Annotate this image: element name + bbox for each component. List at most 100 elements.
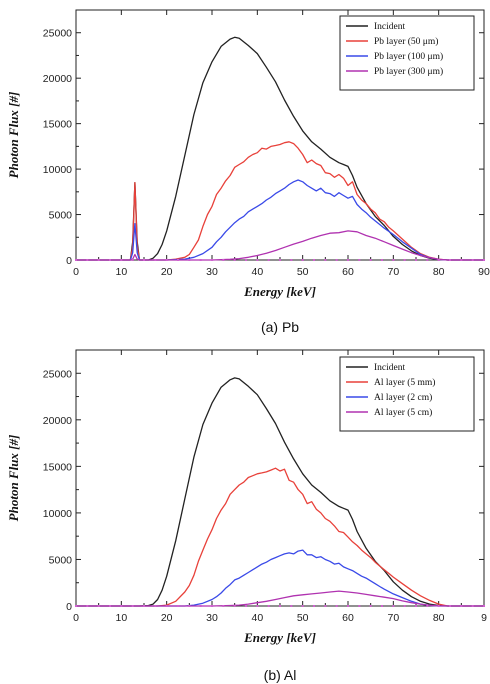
baseline-marker — [483, 605, 485, 607]
x-axis-title: Energy [keV] — [243, 284, 316, 299]
x-tick-label: 70 — [387, 612, 399, 624]
baseline-marker — [471, 605, 474, 607]
legend-label-3: Al layer (5 cm) — [374, 407, 432, 418]
baseline-marker — [165, 259, 168, 261]
legend-label-0: Incident — [374, 22, 405, 32]
legend-box — [339, 356, 475, 432]
y-tick-label: 15000 — [43, 119, 72, 131]
y-tick-label: 10000 — [43, 508, 72, 520]
series-line-3 — [76, 590, 484, 607]
legend-label-3: Pb layer (300 μm) — [374, 66, 443, 77]
y-tick-label: 5000 — [49, 210, 73, 222]
baseline-marker — [177, 605, 179, 607]
baseline-marker — [324, 259, 327, 261]
baseline-marker — [313, 259, 315, 261]
baseline-marker — [222, 259, 225, 261]
x-tick-label: 0 — [73, 266, 79, 278]
baseline-marker — [109, 605, 111, 607]
y-tick-label: 25000 — [43, 28, 72, 40]
figure-caption: (b) Al — [264, 667, 297, 683]
legend-label-2: Pb layer (100 μm) — [374, 51, 443, 62]
x-tick-label: 50 — [297, 266, 309, 278]
baseline-marker — [437, 605, 440, 607]
baseline-marker — [483, 259, 485, 261]
series-line-0 — [76, 377, 484, 607]
x-tick-label: 30 — [206, 612, 218, 624]
baseline-marker — [335, 605, 338, 607]
x-tick-label: 10 — [115, 612, 127, 624]
baseline-marker — [460, 605, 463, 607]
baseline-marker — [131, 605, 134, 607]
x-tick-label: 60 — [342, 266, 354, 278]
series-line-1 — [76, 467, 484, 607]
baseline-marker — [369, 605, 372, 607]
x-tick-label: 80 — [433, 612, 445, 624]
baseline-marker — [290, 259, 293, 261]
figure-caption: (a) Pb — [261, 319, 299, 335]
baseline-marker — [403, 605, 406, 607]
x-tick-label: 30 — [206, 266, 218, 278]
x-tick-label: 10 — [115, 266, 127, 278]
x-tick-label: 20 — [161, 266, 173, 278]
baseline-marker — [120, 259, 123, 261]
baseline-marker — [233, 605, 236, 607]
legend-label-2: Al layer (2 cm) — [374, 392, 432, 403]
baseline-marker — [154, 605, 157, 607]
baseline-marker — [211, 259, 213, 261]
chart-pb: 0 10 20 30 40 50 60 70 80 90 0 5000 10000 15000 20000 2… — [6, 9, 490, 335]
baseline-marker — [301, 259, 304, 261]
baseline-marker — [279, 259, 281, 261]
baseline-marker — [449, 259, 451, 261]
baseline-marker — [381, 605, 383, 607]
x-tick-label: 70 — [387, 266, 399, 278]
baseline-marker — [358, 605, 361, 607]
baseline-marker — [109, 259, 111, 261]
baseline-marker — [177, 259, 179, 261]
y-tick-label: 20000 — [43, 415, 72, 427]
baseline-marker — [392, 605, 395, 607]
baseline-marker — [143, 605, 145, 607]
series-line-2 — [76, 549, 484, 607]
x-tick-label: 9 — [481, 612, 487, 624]
legend-box — [339, 15, 475, 91]
x-tick-label: 80 — [433, 266, 445, 278]
y-tick-label: 15000 — [43, 461, 72, 473]
baseline-marker — [381, 259, 383, 261]
baseline-marker — [97, 605, 100, 607]
y-axis-title: Photon Flux [#] — [6, 92, 21, 179]
baseline-marker — [301, 605, 304, 607]
x-tick-label: 0 — [73, 612, 79, 624]
baseline-marker — [245, 259, 247, 261]
baseline-marker — [256, 605, 259, 607]
baseline-marker — [199, 605, 202, 607]
baseline-marker — [358, 259, 361, 261]
baseline-marker — [335, 259, 338, 261]
y-tick-label: 10000 — [43, 164, 72, 176]
x-tick-label: 20 — [161, 612, 173, 624]
x-tick-label: 60 — [342, 612, 354, 624]
baseline-marker — [222, 605, 225, 607]
x-axis-title: Energy [keV] — [243, 630, 316, 645]
baseline-marker — [86, 259, 89, 261]
x-tick-label: 90 — [478, 266, 490, 278]
baseline-marker — [86, 605, 89, 607]
legend-label-0: Incident — [374, 363, 405, 373]
baseline-marker — [211, 605, 213, 607]
baseline-marker — [392, 259, 395, 261]
baseline-marker — [313, 605, 315, 607]
baseline-marker — [267, 605, 270, 607]
baseline-marker — [143, 259, 145, 261]
baseline-marker — [415, 605, 417, 607]
y-axis-title: Photon Flux [#] — [6, 435, 21, 522]
y-tick-label: 5000 — [49, 554, 73, 566]
baseline-marker — [347, 259, 349, 261]
baseline-marker — [154, 259, 157, 261]
baseline-marker — [188, 259, 191, 261]
baseline-marker — [233, 259, 236, 261]
baseline-marker — [449, 605, 451, 607]
legend-label-1: Al layer (5 mm) — [374, 377, 435, 388]
y-tick-label: 20000 — [43, 73, 72, 85]
baseline-marker — [460, 259, 463, 261]
baseline-marker — [75, 259, 77, 261]
baseline-marker — [165, 605, 168, 607]
